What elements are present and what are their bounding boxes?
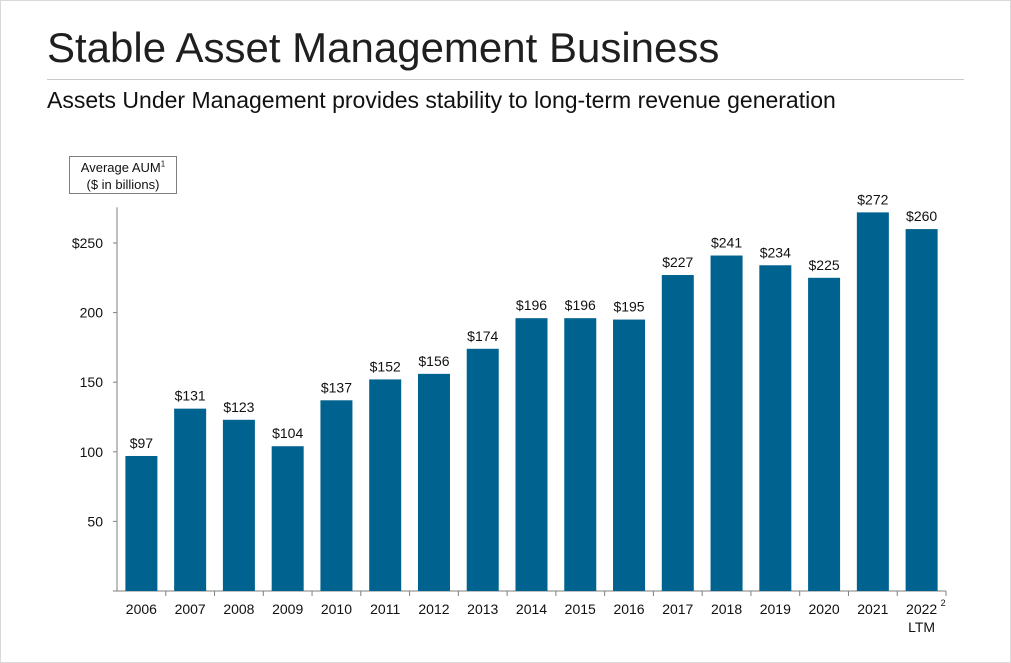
unit-label-line1: Average AUM1 — [80, 159, 166, 175]
bar-2018 — [710, 255, 743, 591]
bar-2011 — [369, 379, 402, 591]
x-axis — [113, 590, 947, 596]
bar-2013 — [466, 348, 499, 591]
data-label-2019: $234 — [760, 244, 791, 260]
data-label-2014: $196 — [516, 297, 547, 313]
data-label-2011: $152 — [370, 358, 401, 374]
category-label-2009: 2009 — [272, 601, 303, 617]
bar-2010 — [320, 400, 353, 591]
unit-label-box: Average AUM1 ($ in billions) — [69, 156, 177, 194]
bar-2016 — [613, 319, 646, 591]
data-label-2013: $174 — [467, 328, 498, 344]
data-label-2020: $225 — [809, 257, 840, 273]
category-label-2006: 2006 — [126, 601, 157, 617]
data-label-2007: $131 — [175, 388, 206, 404]
category-label-2011: 2011 — [370, 601, 400, 617]
category-footnote-2022: 2 — [941, 598, 946, 608]
category-labels: 2006 2007 2008 2009 2010 2011 2012 2013 2014 2015… — [126, 598, 946, 635]
data-label-2018: $241 — [711, 235, 742, 251]
category-label-2017: 2017 — [662, 601, 693, 617]
data-label-2017: $227 — [662, 254, 693, 270]
category-label-2019: 2019 — [760, 601, 791, 617]
category-sublabel-2022: LTM — [908, 619, 935, 635]
data-label-2012: $156 — [418, 353, 449, 369]
title-divider — [47, 79, 964, 80]
bar-2006 — [125, 455, 158, 591]
bar-series — [125, 212, 938, 591]
bar-2008 — [222, 419, 255, 591]
category-label-2020: 2020 — [809, 601, 840, 617]
slide-subtitle: Assets Under Management provides stabili… — [47, 87, 836, 113]
bar-2022 — [905, 229, 938, 591]
bar-2020 — [808, 277, 841, 591]
data-label-2009: $104 — [272, 425, 303, 441]
y-tick-label: 200 — [80, 305, 104, 321]
bar-2019 — [759, 265, 792, 591]
bar-2021 — [856, 212, 889, 591]
y-axis: 50 100 150 200 $250 — [72, 207, 118, 591]
category-label-2014: 2014 — [516, 601, 547, 617]
slide-title: Stable Asset Management Business — [47, 24, 720, 71]
data-labels: $97 $131 $123 $104 $137 $152 $156 $174 $196 $196 $… — [130, 191, 938, 451]
unit-label-line2: ($ in billions) — [86, 177, 160, 192]
data-label-2008: $123 — [223, 399, 254, 415]
data-label-2010: $137 — [321, 379, 352, 395]
bar-2015 — [564, 318, 597, 591]
y-tick-label: $250 — [72, 235, 103, 251]
data-label-2016: $195 — [613, 299, 644, 315]
category-label-2022: 2022 — [906, 601, 937, 617]
y-tick-label: 150 — [80, 374, 104, 390]
category-label-2016: 2016 — [613, 601, 644, 617]
data-label-2015: $196 — [565, 297, 596, 313]
data-label-2021: $272 — [857, 191, 888, 207]
category-label-2012: 2012 — [418, 601, 449, 617]
bar-2012 — [417, 373, 450, 591]
category-label-2021: 2021 — [857, 601, 888, 617]
category-label-2013: 2013 — [467, 601, 498, 617]
bar-2014 — [515, 318, 548, 591]
category-label-2015: 2015 — [565, 601, 596, 617]
y-tick-label: 50 — [87, 513, 103, 529]
category-label-2018: 2018 — [711, 601, 742, 617]
category-label-2007: 2007 — [175, 601, 206, 617]
data-label-2006: $97 — [130, 435, 154, 451]
bar-2009 — [271, 446, 304, 591]
category-label-2008: 2008 — [223, 601, 254, 617]
bar-2017 — [661, 275, 694, 591]
y-tick-label: 100 — [80, 444, 104, 460]
data-label-2022: $260 — [906, 208, 937, 224]
category-label-2010: 2010 — [321, 601, 352, 617]
bar-2007 — [174, 408, 207, 591]
